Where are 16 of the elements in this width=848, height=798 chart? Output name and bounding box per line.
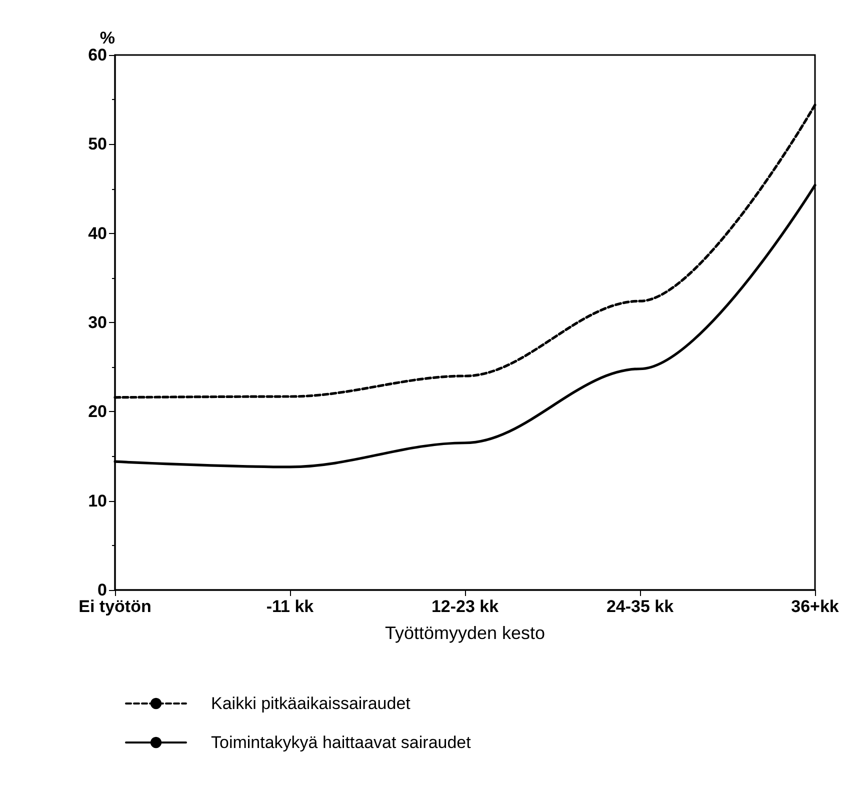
x-tick-label: Ei työtön bbox=[78, 597, 152, 616]
y-tick-label: 50 bbox=[88, 134, 107, 154]
y-tick-label: 20 bbox=[88, 402, 107, 422]
y-tick-label: 30 bbox=[88, 313, 107, 332]
x-tick-label: 24-35 kk bbox=[606, 597, 674, 616]
y-tick-label: 10 bbox=[88, 491, 107, 510]
y-tick-label: 0 bbox=[98, 580, 107, 600]
x-tick-label: -11 kk bbox=[266, 597, 314, 616]
legend-label: Kaikki pitkäaikaissairaudet bbox=[211, 694, 411, 713]
y-tick-label: 40 bbox=[88, 224, 107, 243]
legend-label: Toimintakykyä haittaavat sairaudet bbox=[211, 733, 472, 752]
x-axis-title: Työttömyyden kesto bbox=[384, 623, 546, 643]
y-tick-label: 60 bbox=[88, 46, 107, 64]
y-axis-title: % bbox=[100, 28, 115, 48]
x-tick-label: 12-23 kk bbox=[431, 597, 500, 616]
x-tick-label: 36+kk bbox=[791, 597, 840, 616]
